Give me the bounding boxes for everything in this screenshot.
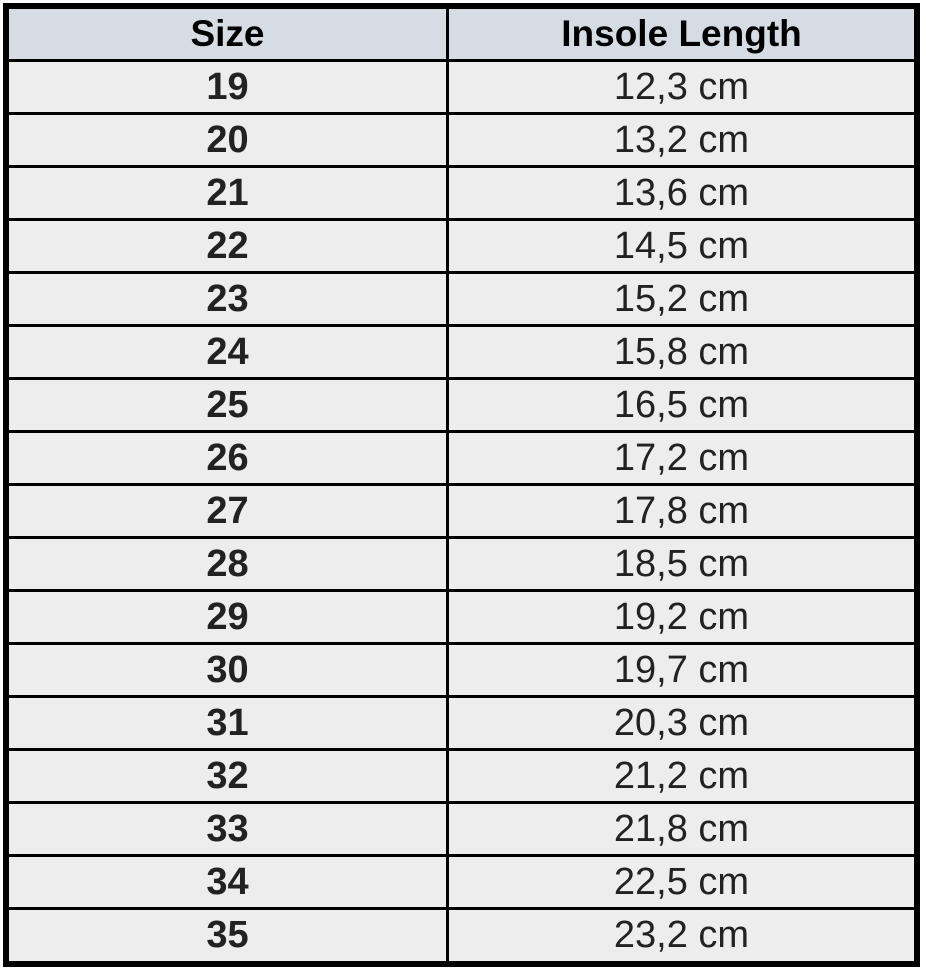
size-cell: 25 [9,380,446,430]
table-row: 32 21,2 cm [9,751,914,801]
size-cell: 32 [9,751,446,801]
size-cell: 27 [9,486,446,536]
size-cell: 22 [9,221,446,271]
insole-length-cell: 17,2 cm [449,433,914,483]
table-row: 31 20,3 cm [9,698,914,748]
insole-length-cell: 14,5 cm [449,221,914,271]
size-cell: 26 [9,433,446,483]
insole-length-cell: 12,3 cm [449,62,914,112]
insole-length-cell: 22,5 cm [449,857,914,907]
insole-length-cell: 21,2 cm [449,751,914,801]
table-row: 28 18,5 cm [9,539,914,589]
header-size: Size [9,9,446,59]
insole-length-cell: 19,7 cm [449,645,914,695]
size-cell: 24 [9,327,446,377]
insole-length-cell: 18,5 cm [449,539,914,589]
insole-length-cell: 13,2 cm [449,115,914,165]
size-cell: 29 [9,592,446,642]
table-row: 25 16,5 cm [9,380,914,430]
size-cell: 30 [9,645,446,695]
size-cell: 31 [9,698,446,748]
table-row: 35 23,2 cm [9,910,914,961]
table-row: 34 22,5 cm [9,857,914,907]
table-row: 24 15,8 cm [9,327,914,377]
size-cell: 34 [9,857,446,907]
table-row: 29 19,2 cm [9,592,914,642]
size-cell: 23 [9,274,446,324]
insole-length-cell: 19,2 cm [449,592,914,642]
size-cell: 28 [9,539,446,589]
size-cell: 33 [9,804,446,854]
size-cell: 21 [9,168,446,218]
size-chart-table: Size Insole Length 19 12,3 cm 20 13,2 cm 21 1… [3,3,920,967]
table-row: 21 13,6 cm [9,168,914,218]
table-row: 30 19,7 cm [9,645,914,695]
insole-length-cell: 13,6 cm [449,168,914,218]
table-row: 27 17,8 cm [9,486,914,536]
table-row: 20 13,2 cm [9,115,914,165]
header-row: Size Insole Length [9,9,914,59]
insole-length-cell: 20,3 cm [449,698,914,748]
table-row: 26 17,2 cm [9,433,914,483]
header-insole-length: Insole Length [449,9,914,59]
table-row: 33 21,8 cm [9,804,914,854]
table-row: 23 15,2 cm [9,274,914,324]
table-row: 22 14,5 cm [9,221,914,271]
insole-length-cell: 15,2 cm [449,274,914,324]
table-row: 19 12,3 cm [9,62,914,112]
size-cell: 20 [9,115,446,165]
insole-length-cell: 21,8 cm [449,804,914,854]
insole-length-cell: 16,5 cm [449,380,914,430]
insole-length-cell: 23,2 cm [449,910,914,961]
size-cell: 35 [9,910,446,961]
insole-length-cell: 17,8 cm [449,486,914,536]
insole-length-cell: 15,8 cm [449,327,914,377]
size-cell: 19 [9,62,446,112]
